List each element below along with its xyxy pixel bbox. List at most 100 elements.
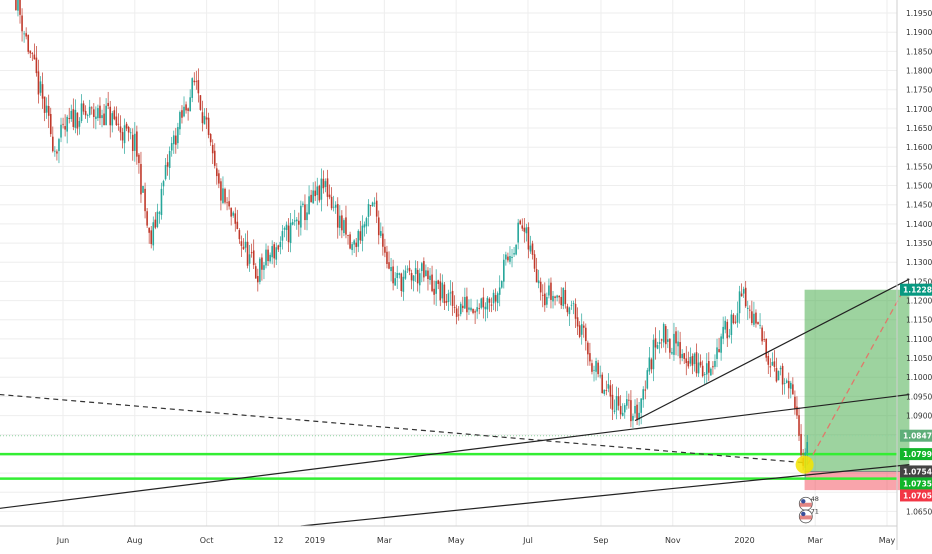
x-tick-label: Jun xyxy=(56,536,70,545)
candle-body xyxy=(478,308,481,309)
candle-body xyxy=(248,254,251,264)
candle-body xyxy=(646,370,649,389)
candle-body xyxy=(693,353,696,365)
trend-lines xyxy=(0,278,910,527)
candle-body xyxy=(785,380,788,383)
candle-body xyxy=(505,254,507,260)
candle-body xyxy=(425,270,427,277)
candle-body xyxy=(472,308,474,313)
candle-body xyxy=(517,222,519,243)
candles xyxy=(15,0,809,480)
candle-body xyxy=(605,390,608,391)
candle-body xyxy=(74,109,77,128)
candle-body xyxy=(291,222,294,225)
candle-body xyxy=(187,108,189,111)
candle-body xyxy=(238,230,241,240)
candle-body xyxy=(191,78,194,98)
candle-body xyxy=(798,415,800,436)
y-tick-label: 1.15500 xyxy=(906,162,932,171)
candle-body xyxy=(68,118,71,119)
candle-body xyxy=(339,215,341,228)
candle-body xyxy=(33,54,36,60)
x-tick-label: 2019 xyxy=(305,536,325,545)
candle-body xyxy=(29,50,32,54)
candle-body xyxy=(453,306,456,308)
candle-body xyxy=(37,71,40,95)
candle-body xyxy=(359,231,362,241)
candle-body xyxy=(669,338,671,353)
candle-body xyxy=(455,308,458,317)
candle-body xyxy=(449,292,452,294)
price-label-text: 1.07543 xyxy=(903,467,932,476)
candle-body xyxy=(302,203,304,206)
candle-body xyxy=(279,241,282,248)
candle-body xyxy=(234,213,237,224)
candle-body xyxy=(240,241,243,246)
candle-body xyxy=(539,281,542,293)
candle-body xyxy=(21,15,23,32)
candle-body xyxy=(72,109,75,127)
candle-body xyxy=(49,113,52,135)
candle-body xyxy=(724,320,727,330)
candle-body xyxy=(275,247,278,260)
candle-body xyxy=(140,164,142,195)
candle-body xyxy=(718,349,720,353)
candle-body xyxy=(705,363,708,375)
price-axis: 1.19500 1.19000 1.18500 1.18000 1.17500 1.170… xyxy=(896,0,932,550)
candle-body xyxy=(148,227,150,233)
price-label-box xyxy=(900,465,932,478)
candle-body xyxy=(402,276,405,292)
candle-body xyxy=(464,297,466,309)
candle-body xyxy=(328,194,331,198)
candle-body xyxy=(250,252,253,254)
y-tick-label: 1.10000 xyxy=(906,373,932,382)
candle-body xyxy=(103,113,105,126)
candle-body xyxy=(593,369,595,371)
candle-body xyxy=(570,304,573,306)
candle-body xyxy=(351,244,353,251)
candle-body xyxy=(70,110,73,120)
candle-body xyxy=(334,204,337,208)
candle-body xyxy=(628,399,630,401)
y-tick-label: 1.09000 xyxy=(906,412,932,421)
candle-body xyxy=(285,224,288,231)
candle-body xyxy=(418,273,421,286)
candle-body xyxy=(60,124,62,138)
candle-body xyxy=(644,389,647,391)
candle-body xyxy=(310,194,312,203)
candle-body xyxy=(720,336,722,353)
candle-body xyxy=(347,235,349,236)
candle-body xyxy=(423,261,425,278)
horizontal-levels xyxy=(0,435,897,480)
candle-body xyxy=(509,255,511,262)
candle-body xyxy=(179,112,181,130)
candle-body xyxy=(677,341,679,347)
candle-body xyxy=(205,117,208,120)
candle-body xyxy=(507,256,509,261)
candle-body xyxy=(371,202,374,207)
candle-body xyxy=(621,412,624,416)
candle-body xyxy=(459,303,462,315)
candle-body xyxy=(658,341,661,345)
candle-body xyxy=(209,134,212,143)
candle-body xyxy=(377,217,380,236)
candle-body xyxy=(121,132,124,141)
candle-body xyxy=(410,272,413,281)
candle-body xyxy=(541,294,544,296)
candle-body xyxy=(767,355,770,365)
candle-body xyxy=(763,339,765,340)
candle-body xyxy=(314,190,317,197)
candle-body xyxy=(273,244,276,259)
candle-body xyxy=(375,200,378,217)
candle-body xyxy=(99,105,101,119)
candle-body xyxy=(744,287,747,307)
candle-body xyxy=(712,366,714,368)
candle-body xyxy=(662,323,665,343)
candle-body xyxy=(667,339,669,342)
candle-body xyxy=(373,202,376,204)
candle-body xyxy=(127,126,130,133)
y-tick-label: 1.15000 xyxy=(906,182,932,191)
candle-body xyxy=(623,405,626,413)
